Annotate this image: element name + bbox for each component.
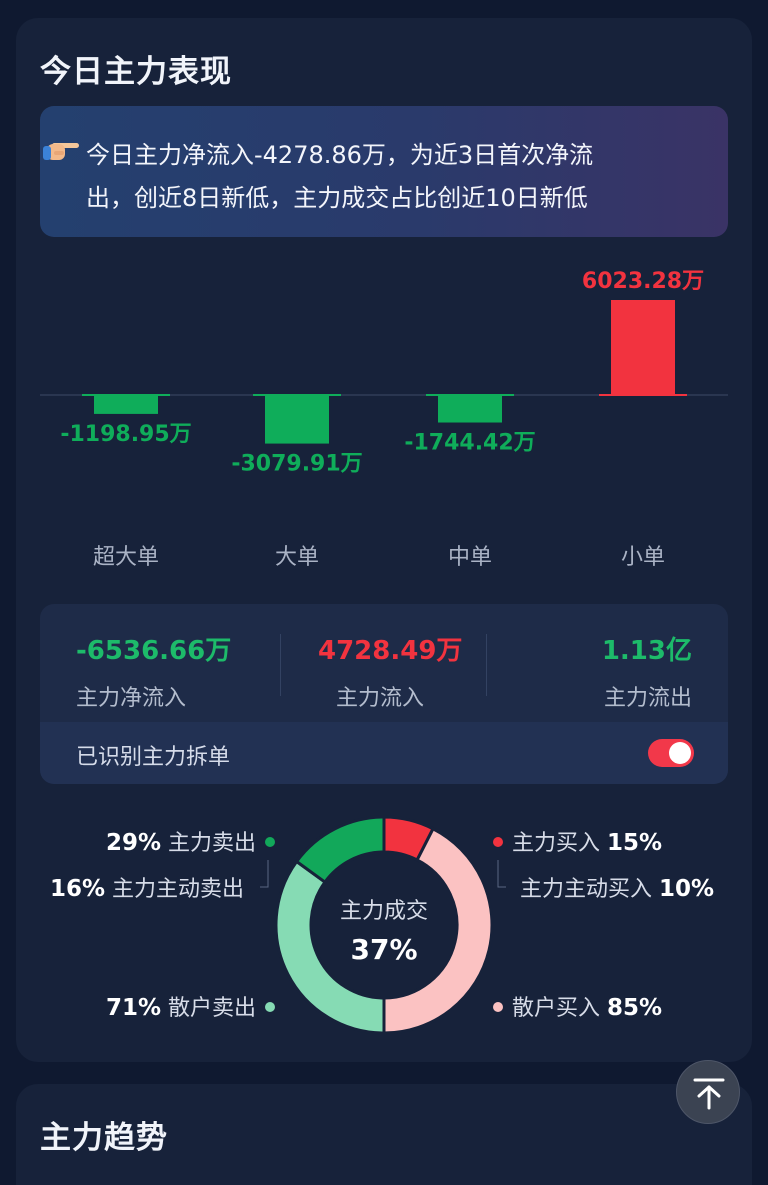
- main-flow-stats: -6536.66万 主力净流入 4728.49万 主力流入 1.13亿 主力流出…: [40, 604, 728, 784]
- donut-slice-main-sell: [294, 815, 386, 885]
- connector-line: [497, 860, 506, 888]
- legend-percent: 29%: [106, 830, 161, 856]
- summary-line-1: 今日主力净流入-4278.86万，为近3日首次净流: [86, 141, 594, 169]
- x-tick-label: 超大单: [93, 545, 159, 570]
- donut-slice-retail-sell: [274, 859, 386, 1035]
- donut-slice-retail-buy: [382, 826, 494, 1035]
- summary-text: 今日主力净流入-4278.86万，为近3日首次净流 出，创近8日新低，主力成交占…: [86, 134, 696, 220]
- legend-main-active-sell: 16% 主力主动卖出: [50, 876, 244, 902]
- legend-dot: [493, 837, 503, 847]
- toggle-knob: [669, 742, 691, 764]
- x-tick-label: 中单: [448, 545, 492, 570]
- data-label: -1198.95万: [60, 422, 191, 447]
- legend-label: 散户买入: [512, 996, 607, 1021]
- legend-dot: [265, 1002, 275, 1012]
- inflow-value: 4728.49万: [318, 636, 463, 666]
- data-label: -1744.42万: [404, 431, 535, 456]
- net-inflow-label: 主力净流入: [76, 686, 187, 711]
- legend-dot: [493, 1002, 503, 1012]
- section-title: 今日主力表现: [40, 54, 232, 90]
- net-inflow-value: -6536.66万: [76, 636, 232, 666]
- legend-label: 主力卖出: [161, 831, 256, 856]
- split-order-label: 已识别主力拆单: [76, 745, 231, 770]
- legend-percent: 10%: [659, 876, 714, 902]
- bar: [611, 300, 675, 395]
- bar: [94, 395, 158, 414]
- main-force-trend-card: 主力趋势: [16, 1084, 752, 1185]
- donut-center-value: 37%: [350, 933, 417, 966]
- legend-main-buy: 主力买入 15%: [512, 830, 662, 856]
- outflow-label: 主力流出: [603, 686, 692, 711]
- arrow-up-icon: [693, 1078, 725, 1110]
- data-label: -3079.91万: [231, 452, 362, 477]
- legend-dot: [265, 837, 275, 847]
- legend-percent: 16%: [50, 876, 105, 902]
- split-order-toggle[interactable]: [648, 739, 694, 767]
- section-title: 主力趋势: [40, 1120, 168, 1156]
- connector-line: [260, 860, 269, 888]
- outflow-value: 1.13亿: [601, 636, 692, 666]
- legend-percent: 71%: [106, 995, 161, 1021]
- x-tick-label: 小单: [621, 545, 665, 570]
- legend-main-active-buy: 主力主动买入 10%: [520, 876, 714, 902]
- summary-banner: 今日主力净流入-4278.86万，为近3日首次净流 出，创近8日新低，主力成交占…: [40, 106, 728, 237]
- legend-percent: 85%: [607, 995, 662, 1021]
- legend-retail-buy: 散户买入 85%: [512, 995, 662, 1021]
- bar: [265, 395, 329, 444]
- main-force-performance-card: 今日主力表现 今日主力净流入-4278.86万，为近3日首次净流 出，创近8日新…: [16, 18, 752, 1062]
- divider: [280, 634, 281, 696]
- inflow-label: 主力流入: [336, 686, 425, 711]
- legend-retail-sell: 71% 散户卖出: [106, 995, 256, 1021]
- scroll-to-top-button[interactable]: [676, 1060, 740, 1124]
- divider: [486, 634, 487, 696]
- legend-label: 主力主动买入: [520, 877, 659, 902]
- donut-center-label: 主力成交: [340, 899, 428, 924]
- summary-line-2: 出，创近8日新低，主力成交占比创近10日新低: [86, 184, 588, 212]
- bar: [438, 395, 502, 423]
- pointing-hand-icon: [43, 143, 79, 160]
- legend-percent: 15%: [607, 830, 662, 856]
- data-label: 6023.28万: [582, 269, 704, 294]
- legend-label: 主力主动卖出: [105, 877, 244, 902]
- split-order-row: 已识别主力拆单: [40, 722, 728, 784]
- legend-label: 主力买入: [512, 831, 607, 856]
- x-tick-label: 大单: [275, 545, 319, 570]
- legend-main-sell: 29% 主力卖出: [106, 830, 256, 856]
- legend-label: 散户卖出: [161, 996, 256, 1021]
